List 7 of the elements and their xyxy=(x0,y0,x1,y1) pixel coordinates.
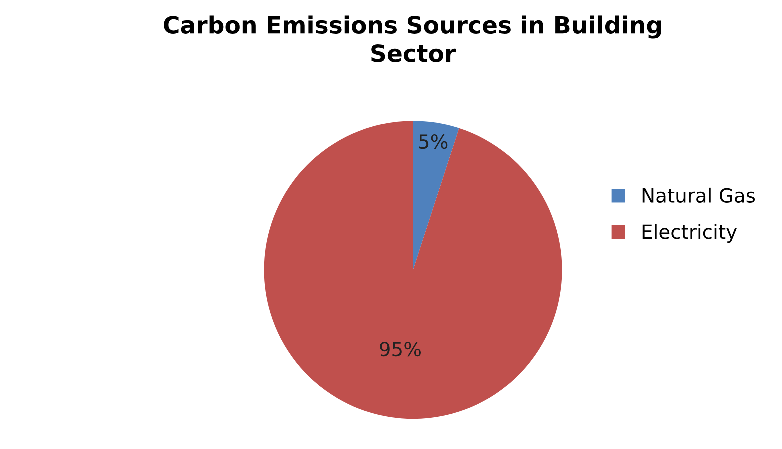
data-label: 5% xyxy=(419,134,448,150)
pie-slice xyxy=(264,121,562,420)
pie-slice xyxy=(413,121,460,270)
data-label: 95% xyxy=(380,342,422,357)
legend-label: Natural Gas xyxy=(642,188,756,204)
chart-title: Carbon Emissions Sources in Building Sector xyxy=(164,16,662,62)
legend-label: Electricity xyxy=(642,224,737,244)
